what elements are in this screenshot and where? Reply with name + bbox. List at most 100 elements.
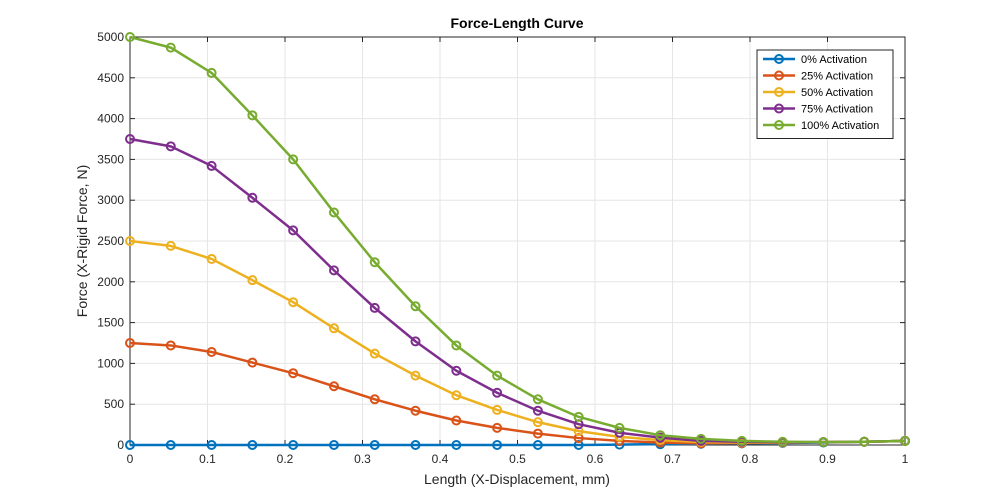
data-point [492,387,503,398]
legend-swatch-marker [774,54,784,64]
data-point [247,110,258,121]
data-point [451,390,462,401]
data-point [369,348,380,359]
data-point [125,440,135,450]
data-point [451,415,462,426]
legend-swatch-marker [774,87,784,97]
legend-label: 25% Activation [801,71,873,83]
data-point [206,440,217,450]
data-point [206,160,217,171]
data-point [532,440,543,450]
data-point [165,240,176,251]
data-point [206,67,217,78]
x-tick-label: 0.6 [587,452,604,466]
legend-label: 50% Activation [801,87,873,99]
series-line [129,35,906,444]
data-point [247,275,258,286]
series-group [125,32,910,450]
data-point [288,225,299,236]
x-tick-label: 0.9 [819,452,836,466]
y-axis-label: Force (X-Rigid Force, N) [74,165,90,317]
legend-swatch-marker [774,103,784,114]
x-axis-label: Length (X-Displacement, mm) [424,471,610,487]
series-4 [125,32,910,448]
data-point [369,302,380,313]
data-point [125,134,135,144]
data-point [247,440,258,450]
data-point [165,440,176,450]
y-tick-label: 4000 [97,112,124,126]
data-point [614,422,625,433]
y-tick-label: 0 [117,438,124,452]
y-tick-label: 3000 [97,193,124,207]
data-point [410,440,421,450]
data-point [696,433,707,444]
data-point [532,405,543,416]
x-tick-label: 0.2 [277,452,294,466]
data-point [288,440,299,450]
data-point [573,433,584,444]
y-tick-label: 500 [104,397,124,411]
data-point [410,336,421,347]
data-point [777,436,788,447]
x-tick-label: 0.7 [664,452,681,466]
data-point [573,440,584,450]
data-point [369,440,380,450]
y-tick-label: 1000 [97,356,124,370]
data-point [369,257,380,268]
chart-title: Force-Length Curve [450,15,583,31]
x-tick-label: 0 [127,452,134,466]
y-tick-label: 3500 [97,152,124,166]
data-point [288,154,299,165]
data-point [247,192,258,203]
data-point [451,340,462,351]
data-point [206,253,217,264]
legend-label: 75% Activation [801,104,873,116]
data-point [736,435,747,446]
x-tick-label: 0.8 [742,452,759,466]
data-point [165,340,176,351]
data-point [328,207,339,218]
x-tick-label: 0.3 [354,452,371,466]
data-point [125,236,135,246]
data-point [859,436,870,447]
data-point [328,265,339,276]
data-point [125,32,135,42]
data-point [247,357,258,368]
data-point [532,428,543,439]
data-point [125,338,135,348]
legend-label: 0% Activation [801,54,867,66]
data-point [410,405,421,416]
data-point [818,437,829,448]
data-point [410,301,421,312]
legend-swatch-marker [774,120,784,130]
data-point [900,435,910,446]
data-point [165,42,176,53]
data-point [492,404,503,415]
legend-swatch-marker [774,70,784,81]
data-point [492,422,503,433]
data-point [573,411,584,422]
data-point [451,365,462,376]
x-tick-label: 1 [902,452,909,466]
data-point [492,370,503,381]
data-point [369,394,380,405]
data-point [410,370,421,381]
y-tick-label: 5000 [97,30,124,44]
axis-ticks: 0 0.1 0.2 0.3 0.4 0.5 0.6 0.7 0.8 0.9 1 0 500 1000 150… [97,30,908,466]
data-point [492,440,503,450]
data-point [165,141,176,152]
data-point [328,323,339,334]
y-tick-label: 4500 [97,71,124,85]
legend-label: 100% Activation [801,120,879,132]
data-point [288,297,299,308]
x-tick-label: 0.5 [509,452,526,466]
x-tick-label: 0.1 [199,452,216,466]
y-tick-label: 2500 [97,234,124,248]
data-point [655,430,666,441]
legend: 0% Activation 25% Activation 50% Activatio… [756,49,894,139]
data-point [328,381,339,392]
y-tick-label: 1500 [97,316,124,330]
data-point [206,346,217,357]
